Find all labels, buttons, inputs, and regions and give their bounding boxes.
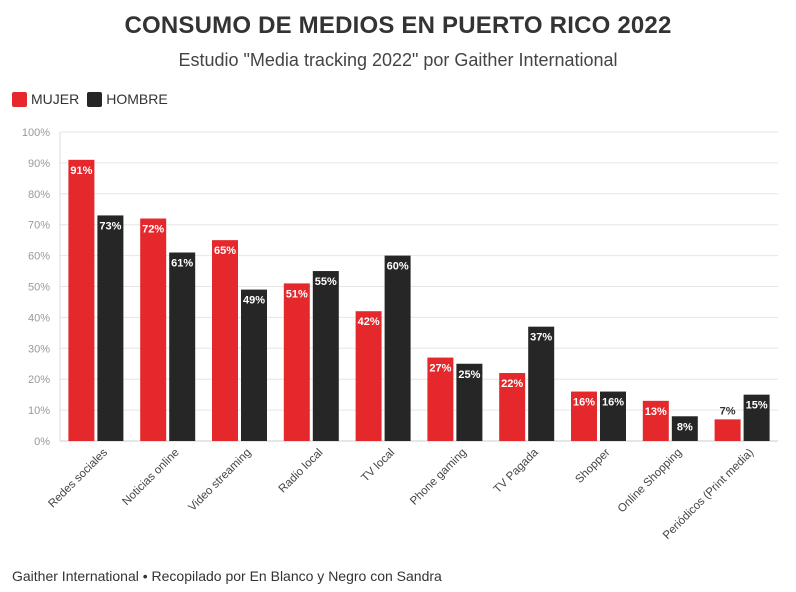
data-label: 8% bbox=[677, 421, 693, 433]
y-tick-label: 10% bbox=[28, 405, 50, 417]
data-label: 25% bbox=[458, 369, 480, 381]
data-label: 61% bbox=[171, 258, 193, 270]
legend-swatch-mujer bbox=[12, 91, 27, 107]
legend-label-mujer: MUJER bbox=[31, 91, 80, 107]
y-tick-label: 0% bbox=[34, 436, 50, 448]
data-label: 49% bbox=[243, 295, 265, 307]
data-label: 37% bbox=[530, 332, 552, 344]
data-label: 42% bbox=[358, 316, 380, 328]
y-tick-label: 100% bbox=[22, 127, 50, 139]
x-tick-label: Phone gaming bbox=[408, 447, 469, 508]
x-tick-label: Video streaming bbox=[187, 447, 254, 514]
y-tick-label: 50% bbox=[28, 282, 50, 294]
data-label: 91% bbox=[70, 165, 92, 177]
legend-swatch-hombre bbox=[87, 91, 103, 107]
bar-mujer bbox=[283, 283, 310, 441]
bar-mujer bbox=[140, 218, 167, 441]
chart-title: CONSUMO DE MEDIOS EN PUERTO RICO 2022 bbox=[124, 12, 672, 39]
y-tick-label: 20% bbox=[28, 374, 50, 386]
bar-hombre bbox=[671, 416, 698, 441]
y-tick-label: 90% bbox=[28, 158, 50, 170]
bar-hombre bbox=[169, 252, 196, 441]
data-label: 13% bbox=[645, 406, 667, 418]
x-tick-label: Online Shopping bbox=[616, 447, 685, 516]
y-tick-label: 70% bbox=[28, 220, 50, 232]
bar-hombre bbox=[97, 215, 124, 441]
bar-hombre bbox=[743, 394, 770, 441]
legend-label-hombre: HOMBRE bbox=[106, 91, 168, 107]
data-label: 51% bbox=[286, 288, 308, 300]
x-tick-label: TV Pagada bbox=[492, 446, 542, 496]
bar-hombre bbox=[384, 255, 411, 441]
y-tick-label: 40% bbox=[28, 312, 50, 324]
bar-hombre bbox=[241, 289, 267, 441]
data-label: 60% bbox=[387, 261, 409, 273]
data-label: 27% bbox=[429, 363, 451, 375]
bar-mujer bbox=[499, 373, 526, 441]
x-tick-label: Noticias online bbox=[120, 447, 181, 508]
y-tick-label: 60% bbox=[28, 251, 50, 263]
bar-mujer bbox=[212, 240, 238, 441]
x-tick-label: Redes sociales bbox=[46, 446, 110, 510]
bar-mujer bbox=[355, 311, 382, 441]
bar-hombre bbox=[528, 326, 555, 441]
data-label: 65% bbox=[214, 245, 236, 257]
bar-mujer bbox=[68, 159, 95, 441]
bar-hombre bbox=[600, 391, 626, 441]
data-label: 73% bbox=[99, 220, 121, 232]
bar-mujer bbox=[571, 391, 597, 441]
bar-mujer bbox=[427, 357, 454, 441]
y-tick-label: 30% bbox=[28, 343, 50, 355]
x-tick-label: Shopper bbox=[573, 447, 612, 486]
x-tick-label: Radio local bbox=[277, 447, 326, 496]
data-label: 22% bbox=[501, 378, 523, 390]
chart-subtitle: Estudio "Media tracking 2022" por Gaithe… bbox=[178, 50, 618, 70]
data-label: 16% bbox=[602, 397, 624, 409]
bar-hombre bbox=[312, 271, 339, 441]
data-label: 72% bbox=[142, 224, 164, 236]
data-label: 7% bbox=[720, 405, 736, 417]
bar-mujer bbox=[714, 419, 741, 441]
legend-item-mujer[interactable]: MUJER bbox=[12, 91, 79, 107]
data-label: 16% bbox=[573, 397, 595, 409]
legend-item-hombre[interactable]: HOMBRE bbox=[87, 91, 168, 107]
footer-source: Gaither International • Recopilado por E… bbox=[12, 568, 442, 584]
data-label: 15% bbox=[746, 400, 768, 412]
legend: MUJER HOMBRE bbox=[12, 91, 176, 107]
data-label: 55% bbox=[315, 276, 337, 288]
bar-hombre bbox=[456, 363, 483, 441]
y-tick-label: 80% bbox=[28, 189, 50, 201]
bar-mujer bbox=[642, 400, 669, 441]
x-tick-label: TV local bbox=[359, 447, 397, 485]
